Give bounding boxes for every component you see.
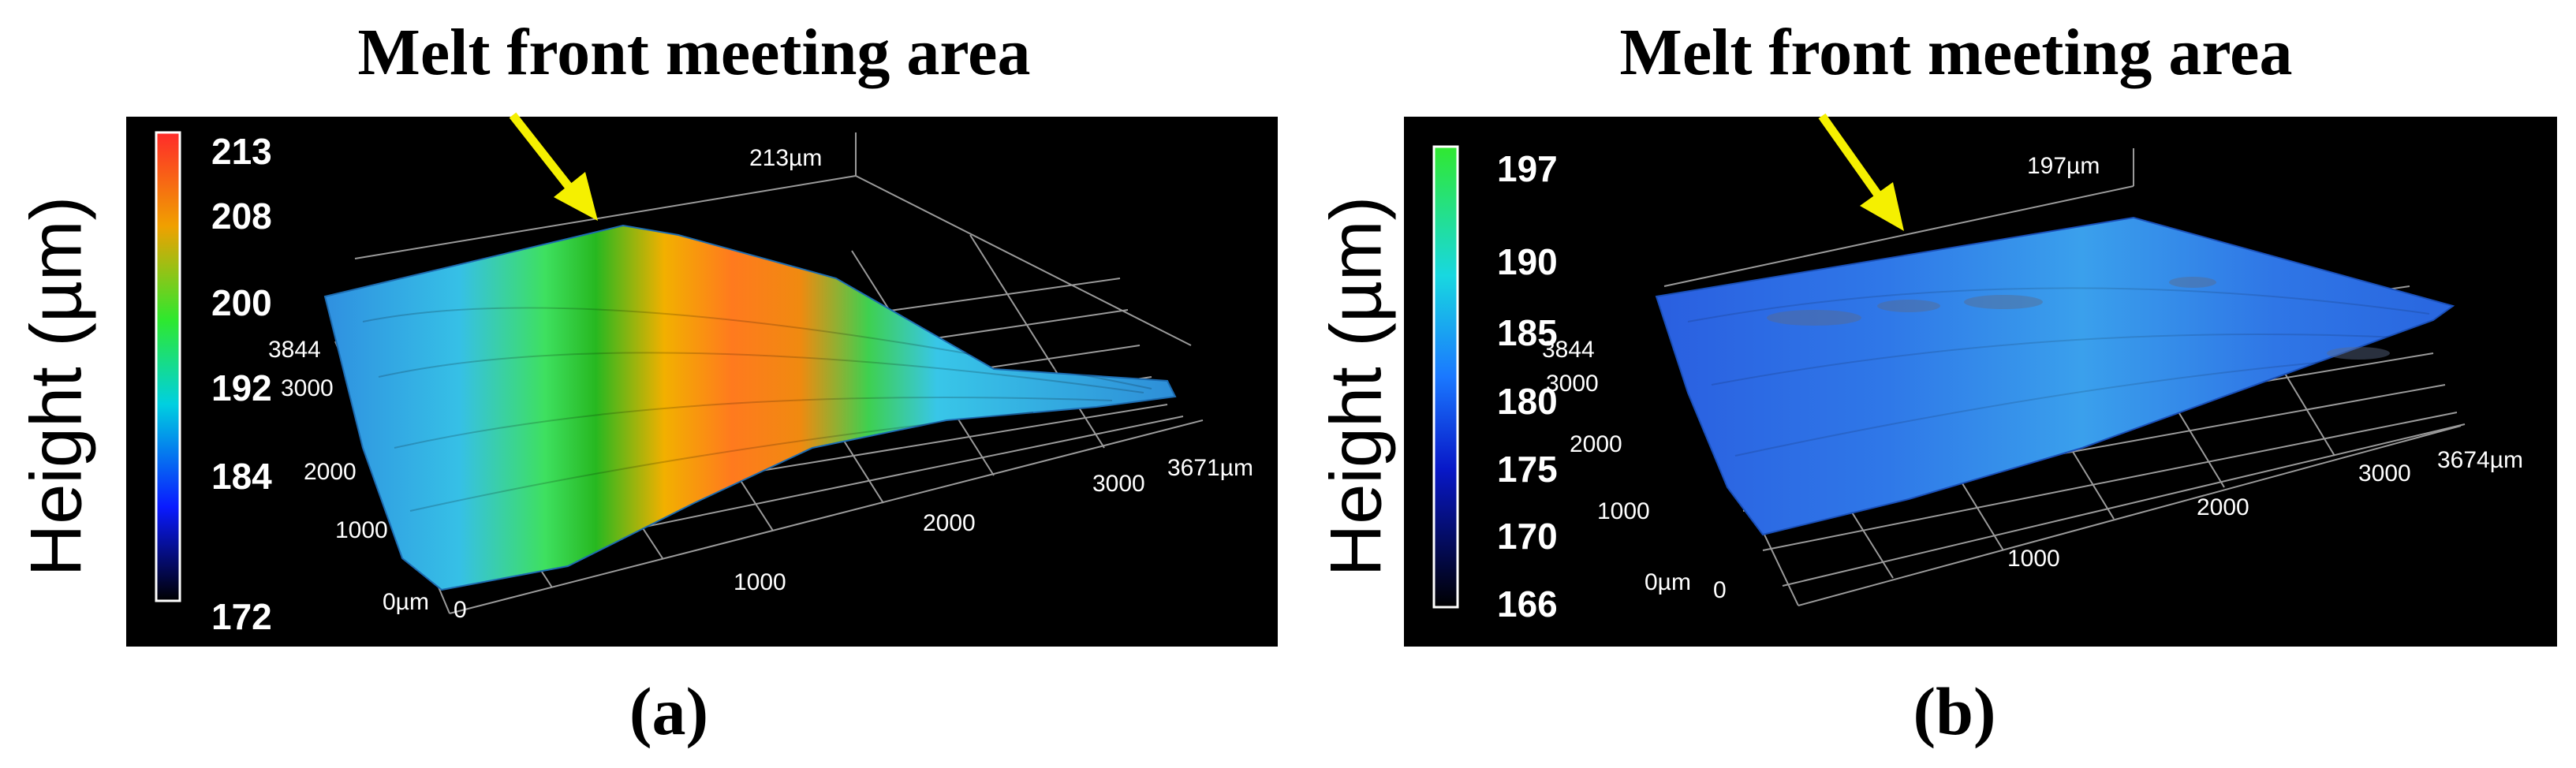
panel-b-depth-tick: 2000 bbox=[1570, 431, 1622, 457]
panel-b-z-max-label: 197µm bbox=[2027, 153, 2100, 179]
panel-b-arrow-icon bbox=[1818, 113, 1904, 231]
panel-a-depth-tick: 0µm bbox=[383, 589, 429, 615]
panel-a-colorbar-tick: 200 bbox=[211, 282, 272, 323]
panel-a-colorbar bbox=[155, 131, 181, 602]
panel-a-colorbar-tick: 172 bbox=[211, 596, 272, 637]
panel-b-width-tick: 0 bbox=[1713, 577, 1727, 603]
panel-a-arrow-icon bbox=[509, 112, 598, 221]
panel-b-label: (b) bbox=[1913, 673, 1996, 749]
panel-a-depth-tick: 1000 bbox=[335, 517, 388, 543]
panel-b-colorbar-tick: 170 bbox=[1497, 516, 1558, 557]
panel-a-colorbar-tick: 208 bbox=[211, 196, 272, 237]
panel-a-colorbar-tick: 184 bbox=[211, 456, 272, 497]
panel-a-depth-tick: 2000 bbox=[304, 459, 357, 485]
panel-a-z-max-label: 213µm bbox=[749, 145, 822, 171]
panel-b-width-tick: 1000 bbox=[2007, 546, 2060, 572]
panel-a-height-surface bbox=[323, 224, 1177, 591]
panel-b-depth-tick: 0µm bbox=[1645, 569, 1691, 595]
panel-b-colorbar-tick: 175 bbox=[1497, 449, 1558, 490]
panel-a-surface-plot: 213 208 200 192 184 172 bbox=[126, 117, 1278, 647]
panel-a-colorbar-tick: 192 bbox=[211, 367, 272, 408]
panel-a-title: Melt front meeting area bbox=[357, 16, 1031, 89]
panel-a-depth-tick: 3000 bbox=[281, 375, 334, 401]
panel-b-colorbar-tick: 185 bbox=[1497, 312, 1558, 353]
panel-b-width-tick: 3000 bbox=[2358, 460, 2411, 487]
panel-b-width-tick: 2000 bbox=[2197, 494, 2249, 520]
panel-a-label: (a) bbox=[629, 673, 709, 749]
panel-a-width-tick: 1000 bbox=[734, 569, 786, 595]
panel-b-depth-tick: 1000 bbox=[1597, 498, 1650, 524]
panel-a-width-tick: 3000 bbox=[1092, 471, 1145, 497]
panel-a-width-tick: 2000 bbox=[923, 510, 976, 536]
panel-b-colorbar-tick: 190 bbox=[1497, 241, 1558, 282]
panel-b-width-tick: 3674µm bbox=[2437, 447, 2523, 473]
panel-b-colorbar-tick: 197 bbox=[1497, 148, 1558, 189]
panel-b-colorbar-tick: 180 bbox=[1497, 381, 1558, 422]
panel-a-colorbar-tick: 213 bbox=[211, 131, 272, 172]
panel-b-depth-tick: 3000 bbox=[1546, 371, 1599, 397]
panel-b-colorbar-tick: 166 bbox=[1497, 583, 1558, 624]
panel-b-height-surface bbox=[1655, 216, 2455, 536]
panel-b-surface-plot: 197 190 185 180 175 170 166 bbox=[1404, 117, 2557, 647]
panel-a-width-tick: 0 bbox=[454, 597, 467, 623]
panel-a-depth-tick: 3844 bbox=[268, 337, 321, 363]
panel-a-y-axis-label: Height (µm) bbox=[16, 196, 97, 577]
panel-a-width-tick: 3671µm bbox=[1167, 455, 1253, 481]
panel-b-colorbar bbox=[1432, 145, 1459, 609]
panel-b-title: Melt front meeting area bbox=[1619, 16, 2293, 89]
panel-b-depth-tick: 3844 bbox=[1542, 337, 1595, 363]
panel-b-y-axis-label: Height (µm) bbox=[1316, 196, 1397, 577]
